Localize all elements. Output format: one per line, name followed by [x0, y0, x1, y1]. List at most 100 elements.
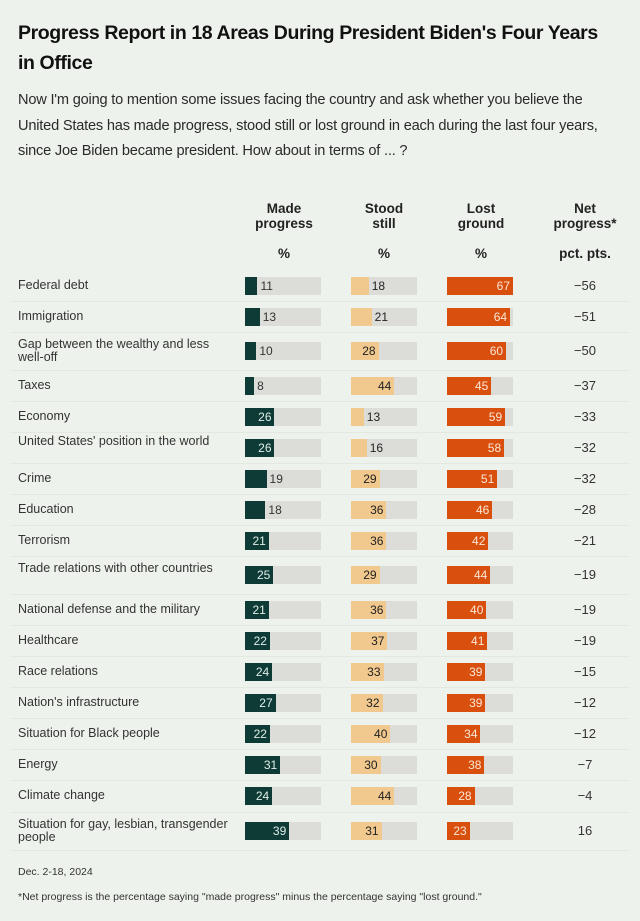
table-row: Energy 31 30 38 −7	[10, 749, 630, 781]
made-progress-track: 22	[245, 631, 321, 650]
made-progress-track: 10	[245, 342, 321, 360]
lost-ground-bar	[447, 566, 491, 584]
table-row: Climate change 24 44 28 −4	[10, 780, 630, 813]
lost-ground-track: 28	[447, 787, 513, 805]
lost-ground-bar	[447, 631, 488, 650]
table-row: Trade relations with other countries 25 29…	[10, 556, 630, 595]
net-progress-value: −51	[573, 308, 597, 324]
net-progress-value: −19	[573, 601, 597, 617]
made-progress-track: 11	[245, 276, 321, 295]
made-progress-track: 19	[245, 469, 321, 488]
made-progress-bar	[245, 600, 269, 619]
made-progress-value: 27	[259, 695, 273, 710]
made-progress-value: 26	[258, 409, 272, 424]
stood-still-value: 30	[364, 757, 378, 772]
made-progress-bar	[245, 787, 273, 805]
table-row: Gap between the wealthy and less well-of…	[10, 332, 630, 371]
made-progress-value: 21	[252, 602, 266, 617]
lost-ground-track: 23	[447, 822, 513, 840]
stood-still-bar	[351, 787, 395, 805]
net-progress-value: −56	[573, 277, 597, 293]
stood-still-track: 36	[351, 531, 417, 550]
made-progress-track: 27	[245, 693, 321, 712]
lost-ground-value: 39	[469, 695, 483, 710]
net-progress-value: −4	[577, 788, 593, 803]
stood-still-bar	[351, 342, 379, 360]
stood-still-track: 16	[351, 438, 417, 457]
table-row: United States' position in the world 26 16…	[10, 432, 630, 464]
table-row: Taxes 8 44 45 −37	[10, 370, 630, 402]
stood-still-track: 18	[351, 276, 417, 295]
stood-still-track: 31	[351, 822, 417, 840]
lost-ground-bar	[447, 662, 486, 681]
stood-still-bar	[351, 662, 384, 681]
made-progress-bar	[245, 376, 255, 395]
stood-still-value: 21	[374, 309, 389, 324]
chart-subtitle: Now I'm going to mention some issues fac…	[18, 92, 598, 159]
stood-still-bar	[351, 822, 382, 840]
stood-still-value: 37	[371, 633, 385, 648]
lost-ground-bar	[447, 755, 485, 774]
made-progress-value: 13	[262, 309, 277, 324]
net-progress-value: −15	[573, 663, 597, 679]
stood-still-track: 29	[351, 469, 417, 488]
stood-still-track: 28	[351, 342, 417, 360]
table-row: Terrorism 21 36 42 −21	[10, 525, 630, 557]
stood-still-value: 29	[363, 568, 377, 582]
table-row: Economy 26 13 59 −33	[10, 401, 630, 433]
row-label: Nation's infrastructure	[18, 694, 140, 709]
row-label: Situation for gay, lesbian, transgender …	[18, 817, 228, 844]
made-progress-value: 26	[258, 440, 272, 455]
made-progress-value: 11	[260, 278, 273, 293]
row-label: Climate change	[18, 788, 105, 802]
column-unit-made-progress: %	[277, 246, 290, 261]
made-progress-bar	[245, 531, 269, 550]
made-progress-value: 39	[272, 824, 287, 838]
lost-ground-value: 40	[470, 602, 484, 617]
made-progress-value: 8	[257, 378, 264, 393]
lost-ground-bar	[447, 693, 486, 712]
made-progress-value: 24	[255, 664, 270, 679]
table-row: Situation for gay, lesbian, transgender …	[10, 812, 630, 851]
stood-still-value: 36	[370, 502, 384, 517]
lost-ground-bar	[447, 500, 493, 519]
stood-still-bar	[351, 500, 387, 519]
lost-ground-bar	[447, 438, 505, 457]
made-progress-value: 22	[253, 726, 267, 741]
table-row: Immigration 13 21 64 −51	[10, 301, 630, 333]
made-progress-track: 24	[245, 662, 321, 681]
made-progress-bar	[245, 500, 266, 519]
made-progress-bar	[245, 755, 281, 774]
stood-still-bar	[351, 631, 388, 650]
made-progress-value: 10	[259, 344, 273, 358]
made-progress-value: 31	[263, 757, 278, 772]
lost-ground-track: 59	[447, 407, 513, 426]
footnote: *Net progress is the percentage saying "…	[18, 891, 482, 903]
lost-ground-value: 58	[487, 440, 502, 455]
row-label: Situation for Black people	[18, 725, 160, 740]
lost-ground-value: 39	[469, 664, 483, 679]
net-progress-value: −33	[573, 408, 597, 424]
row-label: Taxes	[18, 377, 51, 392]
table-row: Crime 19 29 51 −32	[10, 463, 630, 495]
lost-ground-bar	[447, 787, 475, 805]
stood-still-value: 18	[371, 278, 386, 293]
stood-still-bar	[351, 307, 372, 326]
lost-ground-value: 28	[458, 789, 472, 803]
lost-ground-value: 46	[475, 502, 490, 517]
survey-date: Dec. 2-18, 2024	[18, 866, 93, 878]
stood-still-value: 36	[370, 602, 384, 617]
stood-still-value: 32	[366, 695, 380, 710]
column-header-made-progress: Made progress	[255, 201, 313, 231]
lost-ground-track: 46	[447, 500, 513, 519]
lost-ground-track: 44	[447, 566, 513, 584]
lost-ground-value: 59	[488, 409, 503, 424]
net-progress-value: −32	[573, 470, 597, 486]
made-progress-track: 26	[245, 407, 321, 426]
made-progress-track: 18	[245, 500, 321, 519]
lost-ground-value: 64	[493, 309, 508, 324]
made-progress-track: 24	[245, 787, 321, 805]
stood-still-track: 21	[351, 307, 417, 326]
made-progress-track: 39	[245, 822, 321, 840]
table-row: National defense and the military 21 36 40 −…	[10, 594, 630, 626]
